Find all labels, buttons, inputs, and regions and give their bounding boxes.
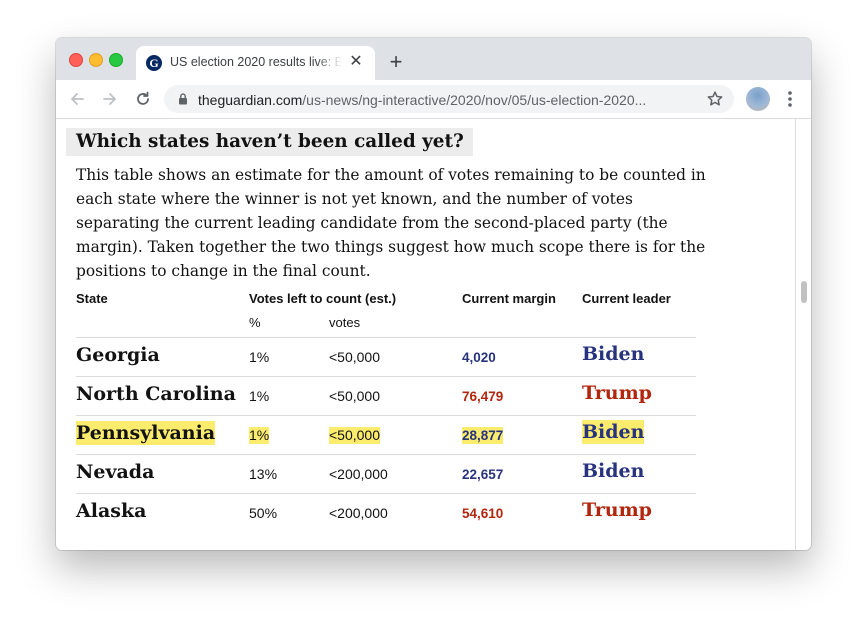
state-name: Nevada: [76, 461, 155, 483]
table-row: North Carolina 1% <50,000 76,479 Trump: [76, 376, 696, 416]
tab-strip: G US election 2020 results live: Biden t…: [56, 38, 811, 80]
votes-left-pct: 13%: [249, 466, 278, 482]
table-row: Georgia 1% <50,000 4,020 Biden: [76, 337, 696, 377]
column-header-votes-left: Votes left to count (est.): [249, 291, 397, 306]
forward-arrow-icon[interactable]: [97, 86, 123, 112]
url-host: theguardian.com: [198, 92, 303, 108]
table-row: Pennsylvania 1% <50,000 28,877 Biden: [76, 415, 696, 455]
close-tab-icon[interactable]: ✕: [349, 53, 363, 70]
votes-left-pct: 1%: [249, 427, 270, 444]
new-tab-button[interactable]: +: [389, 49, 403, 74]
more-menu-icon[interactable]: [780, 87, 800, 111]
url-path: /us-news/ng-interactive/2020/nov/05/us-e…: [302, 92, 647, 108]
intro-paragraph: This table shows an estimate for the amo…: [76, 166, 706, 280]
current-leader: Biden: [582, 420, 645, 444]
state-name: Georgia: [76, 344, 160, 366]
table-row: Nevada 13% <200,000 22,657 Biden: [76, 454, 696, 494]
state-name: Alaska: [76, 500, 147, 522]
current-margin: 4,020: [462, 350, 496, 365]
current-leader: Biden: [582, 460, 645, 482]
table-row: Alaska 50% <200,000 54,610 Trump: [76, 493, 696, 533]
content-border: [795, 119, 796, 550]
votes-left-count: <50,000: [329, 427, 380, 444]
address-bar[interactable]: theguardian.com/us-news/ng-interactive/2…: [164, 85, 734, 113]
browser-tab-active[interactable]: G US election 2020 results live: Biden t…: [136, 46, 375, 80]
votes-left-pct: 50%: [249, 505, 278, 521]
back-arrow-icon[interactable]: [64, 86, 90, 112]
browser-toolbar: theguardian.com/us-news/ng-interactive/2…: [56, 80, 811, 119]
current-margin: 28,877: [462, 427, 504, 444]
state-name: Pennsylvania: [76, 421, 216, 445]
minimize-window-button[interactable]: [89, 53, 103, 67]
bookmark-star-icon[interactable]: [706, 90, 724, 108]
scrollbar-thumb[interactable]: [801, 281, 807, 303]
votes-left-count: <200,000: [329, 505, 388, 521]
votes-left-count: <50,000: [329, 349, 380, 365]
maximize-window-button[interactable]: [109, 53, 123, 67]
subheader-pct: %: [249, 315, 261, 330]
section-heading: Which states haven’t been called yet?: [66, 128, 473, 156]
current-margin: 22,657: [462, 467, 504, 482]
browser-window: G US election 2020 results live: Biden t…: [56, 38, 811, 550]
current-leader: Trump: [582, 382, 652, 404]
votes-left-pct: 1%: [249, 349, 270, 365]
subheader-votes: votes: [329, 315, 361, 330]
guardian-favicon-icon: G: [146, 55, 162, 71]
page-content: Which states haven’t been called yet? Th…: [56, 119, 811, 550]
current-margin: 54,610: [462, 506, 504, 521]
lock-icon[interactable]: [176, 92, 190, 106]
column-header-margin: Current margin: [462, 291, 556, 306]
tab-title: US election 2020 results live: Biden tak…: [170, 55, 342, 69]
current-leader: Biden: [582, 343, 645, 365]
column-header-state: State: [76, 291, 108, 306]
url-text: theguardian.com/us-news/ng-interactive/2…: [198, 92, 698, 108]
reload-icon[interactable]: [130, 86, 156, 112]
current-leader: Trump: [582, 499, 652, 521]
uncalled-states-table: State Votes left to count (est.) Current…: [76, 291, 696, 536]
votes-left-count: <50,000: [329, 388, 380, 404]
state-name: North Carolina: [76, 383, 236, 405]
column-header-leader: Current leader: [582, 291, 671, 306]
votes-left-pct: 1%: [249, 388, 270, 404]
current-margin: 76,479: [462, 389, 504, 404]
close-window-button[interactable]: [69, 53, 83, 67]
votes-left-count: <200,000: [329, 466, 388, 482]
profile-avatar[interactable]: [746, 87, 770, 111]
